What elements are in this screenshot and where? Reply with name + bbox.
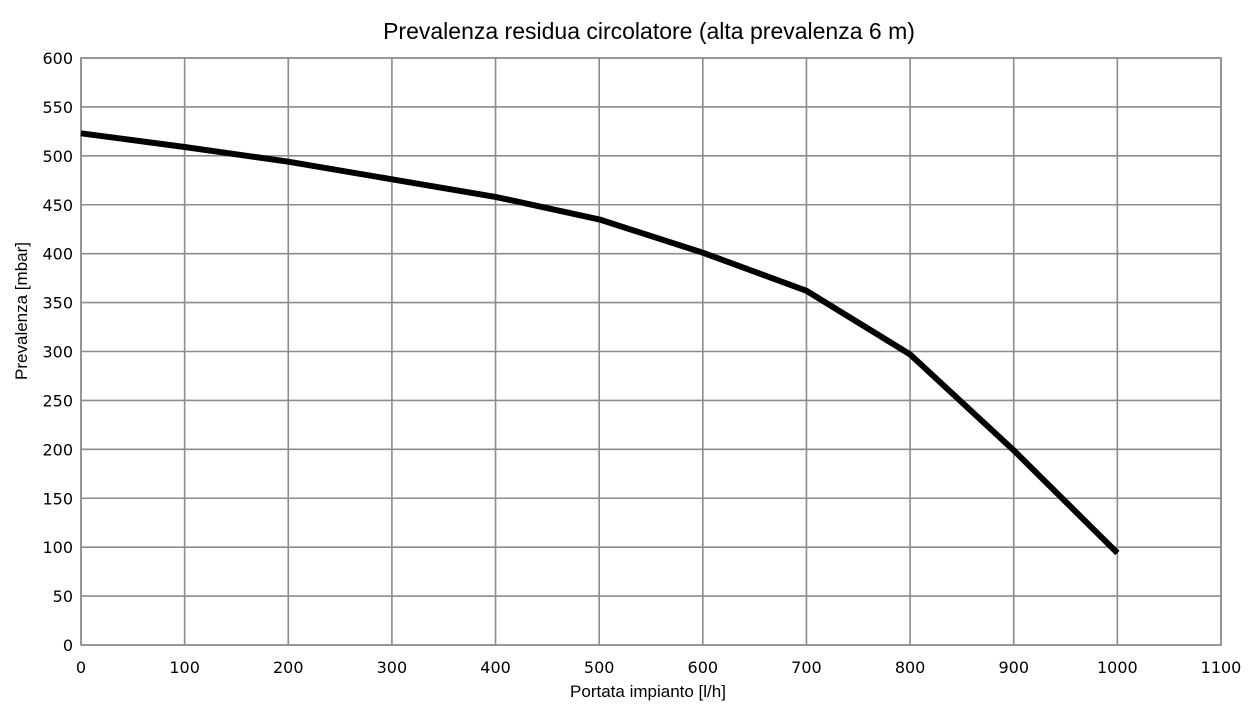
y-tick-label: 550 xyxy=(42,98,73,117)
data-point xyxy=(184,146,186,148)
y-tick-label: 150 xyxy=(42,489,73,508)
plot-area xyxy=(80,57,1222,646)
x-tick-label: 200 xyxy=(273,658,304,677)
data-point xyxy=(1013,449,1015,451)
x-axis-label: Portata impianto [l/h] xyxy=(570,682,726,701)
y-tick-label: 250 xyxy=(42,391,73,410)
chart-title: Prevalenza residua circolatore (alta pre… xyxy=(383,18,915,44)
data-point xyxy=(495,196,497,198)
y-tick-label: 400 xyxy=(42,245,73,264)
y-axis-label: Prevalenza [mbar] xyxy=(12,242,31,380)
y-tick-label: 300 xyxy=(42,343,73,362)
x-tick-label: 600 xyxy=(688,658,719,677)
x-tick-label: 1100 xyxy=(1201,658,1242,677)
data-point xyxy=(391,178,393,180)
y-tick-label: 100 xyxy=(42,538,73,557)
data-point xyxy=(702,252,704,254)
x-axis-ticks: 0 100 200 300 400 500 600 700 800 900 1000 1100 xyxy=(76,658,1241,677)
data-point xyxy=(598,218,600,220)
data-point xyxy=(80,132,82,134)
x-tick-label: 1000 xyxy=(1097,658,1138,677)
x-tick-label: 300 xyxy=(377,658,408,677)
y-tick-label: 500 xyxy=(42,147,73,166)
series-group xyxy=(80,130,1120,556)
y-tick-label: 200 xyxy=(42,440,73,459)
x-tick-label: 900 xyxy=(998,658,1029,677)
y-tick-label: 600 xyxy=(42,49,73,68)
y-tick-label: 50 xyxy=(53,587,73,606)
data-point xyxy=(909,353,911,355)
y-tick-label: 0 xyxy=(63,636,73,655)
x-tick-label: 400 xyxy=(480,658,511,677)
x-tick-label: 100 xyxy=(169,658,200,677)
x-tick-label: 700 xyxy=(791,658,822,677)
y-tick-label: 350 xyxy=(42,294,73,313)
x-tick-label: 800 xyxy=(895,658,926,677)
data-point xyxy=(805,290,807,292)
x-tick-label: 0 xyxy=(76,658,86,677)
y-tick-label: 450 xyxy=(42,196,73,215)
data-point xyxy=(1116,552,1118,554)
x-tick-label: 500 xyxy=(584,658,615,677)
y-axis-ticks: 0 50 100 150 200 250 300 350 400 450 500 550 600 xyxy=(42,49,73,655)
data-point xyxy=(287,161,289,163)
grid xyxy=(80,57,1222,646)
